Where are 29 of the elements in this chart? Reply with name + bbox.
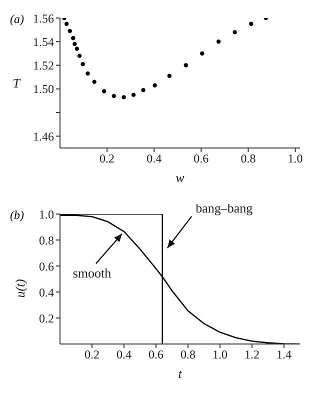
y-tick-label: 0.2 xyxy=(39,311,54,326)
x-axis-title: w xyxy=(176,170,185,185)
y-tick-label: 0.4 xyxy=(39,285,54,300)
y-tick-label: 1.54 xyxy=(33,34,54,49)
y-tick-label: 1.56 xyxy=(33,11,54,26)
x-tick-label: 1.2 xyxy=(244,348,260,362)
x-tick-label: 1.4 xyxy=(276,348,292,362)
y-axis-title: T xyxy=(12,76,21,91)
x-tick-label: 1.0 xyxy=(288,152,303,166)
x-tick-label: 0.8 xyxy=(180,348,196,362)
y-axis-title: u(t) xyxy=(12,279,28,298)
annotation: smooth xyxy=(72,266,112,281)
y-tick-label: 1.0 xyxy=(39,207,54,222)
x-tick-label: 0.2 xyxy=(84,348,100,362)
x-tick-label: 0.6 xyxy=(148,348,164,362)
y-tick-label: 1.52 xyxy=(33,58,54,73)
chart-title: (b) xyxy=(10,208,24,223)
chart-title: (a) xyxy=(10,12,24,27)
y-tick-label: 1.46 xyxy=(33,129,54,144)
y-tick-label: 0.6 xyxy=(39,259,54,274)
x-tick-label: 0.6 xyxy=(194,152,209,166)
x-tick-label: 0.4 xyxy=(116,348,132,362)
x-tick-label: 0.8 xyxy=(240,152,256,166)
y-tick-label: 0.8 xyxy=(39,233,54,248)
x-axis-title: t xyxy=(178,366,182,381)
x-tick-label: 0.4 xyxy=(146,152,162,166)
x-tick-label: 1.0 xyxy=(212,348,228,362)
y-tick-label: 1.50 xyxy=(33,82,54,96)
x-tick-label: 0.2 xyxy=(100,152,115,166)
